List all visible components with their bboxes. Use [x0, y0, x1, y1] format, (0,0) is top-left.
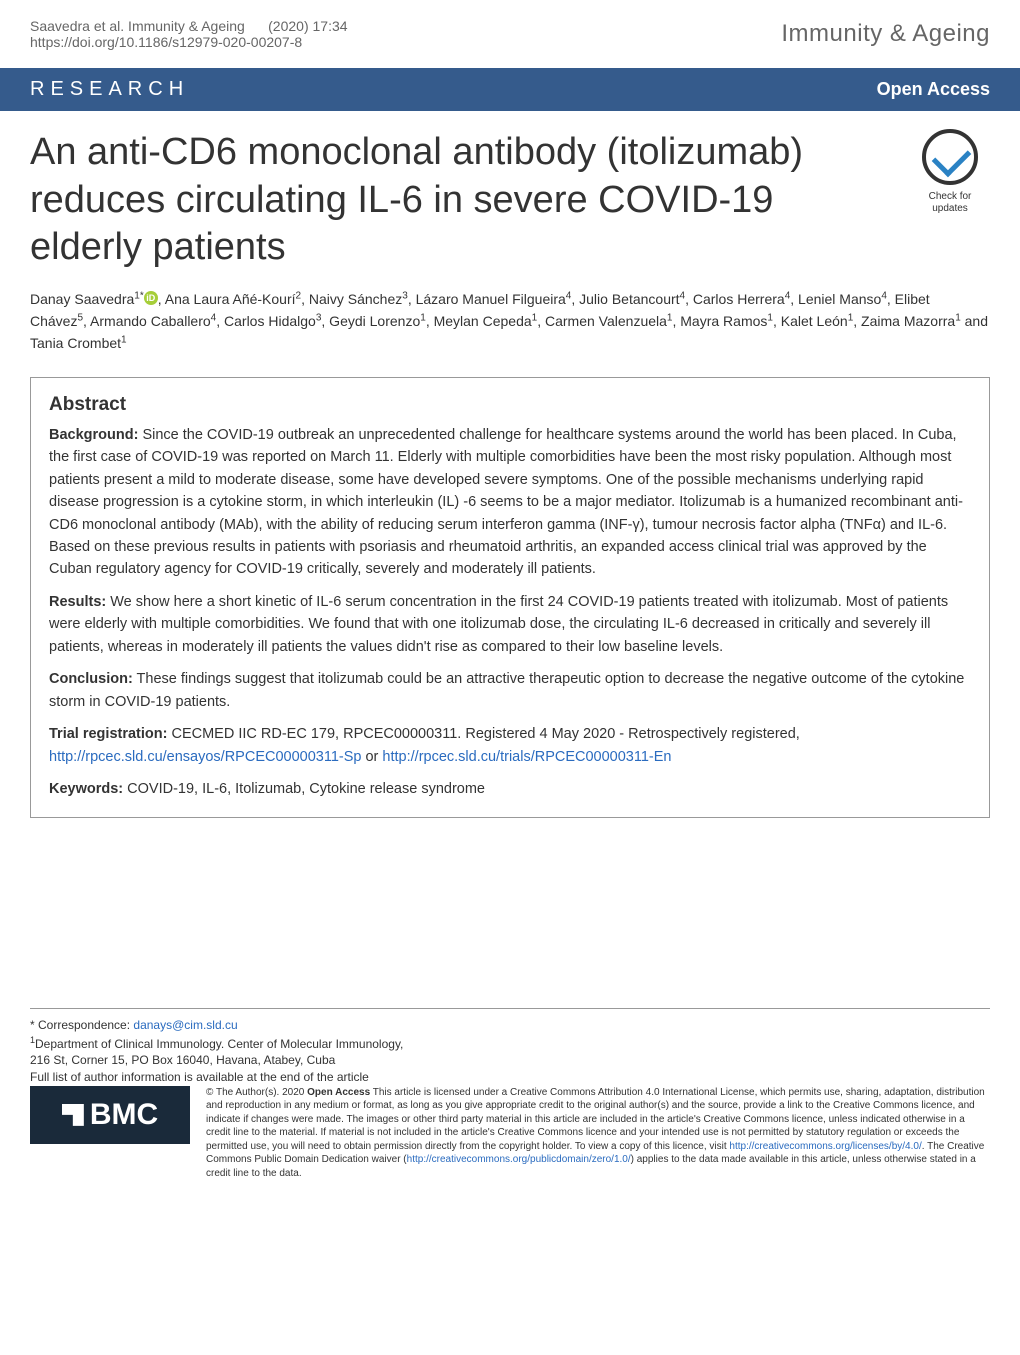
- check-updates-badge[interactable]: Check for updates: [910, 129, 990, 219]
- trial-link-2[interactable]: http://rpcec.sld.cu/trials/RPCEC00000311…: [382, 749, 671, 765]
- bmc-row: BMC © The Author(s). 2020 Open Access Th…: [30, 1086, 990, 1201]
- research-label: RESEARCH: [30, 78, 189, 101]
- header-row: Saavedra et al. Immunity & Ageing (2020)…: [0, 0, 1020, 68]
- conclusion-label: Conclusion:: [49, 671, 133, 687]
- background-label: Background:: [49, 427, 138, 443]
- results-label: Results:: [49, 594, 106, 610]
- article-title: An anti-CD6 monoclonal antibody (itolizu…: [30, 129, 890, 272]
- correspondence-label: * Correspondence:: [30, 1018, 133, 1032]
- license-text: © The Author(s). 2020 Open Access This a…: [206, 1086, 990, 1181]
- conclusion-text: These findings suggest that itolizumab c…: [49, 671, 964, 709]
- citation-issue: (2020) 17:34: [268, 18, 347, 34]
- research-bar: RESEARCH Open Access: [0, 68, 1020, 111]
- trial-link-1[interactable]: http://rpcec.sld.cu/ensayos/RPCEC0000031…: [49, 749, 361, 765]
- abstract-conclusion: Conclusion: These findings suggest that …: [49, 668, 971, 713]
- journal-name: Immunity & Ageing: [781, 20, 990, 48]
- doi: https://doi.org/10.1186/s12979-020-00207…: [30, 34, 302, 50]
- citation-authors: Saavedra et al. Immunity & Ageing: [30, 18, 245, 34]
- abstract-keywords: Keywords: COVID-19, IL-6, Itolizumab, Cy…: [49, 778, 971, 800]
- check-text-1: Check for: [910, 191, 990, 203]
- abstract-heading: Abstract: [49, 394, 971, 416]
- trial-or: or: [361, 749, 382, 765]
- footer-section: * Correspondence: danays@cim.sld.cu 1Dep…: [30, 1008, 990, 1086]
- check-text-2: updates: [910, 203, 990, 215]
- correspondence-email[interactable]: danays@cim.sld.cu: [133, 1018, 237, 1032]
- abstract-background: Background: Since the COVID-19 outbreak …: [49, 424, 971, 581]
- abstract-results: Results: We show here a short kinetic of…: [49, 591, 971, 658]
- correspondence-block: * Correspondence: danays@cim.sld.cu 1Dep…: [30, 1017, 414, 1086]
- authors-list: Danay Saavedra1*iD, Ana Laura Añé-Kourí2…: [0, 282, 1020, 355]
- citation-block: Saavedra et al. Immunity & Ageing (2020)…: [30, 18, 348, 50]
- keywords-label: Keywords:: [49, 781, 123, 797]
- open-access-label: Open Access: [877, 79, 990, 100]
- license-prefix: © The Author(s). 2020: [206, 1087, 307, 1098]
- trial-label: Trial registration:: [49, 726, 167, 742]
- abstract-trial: Trial registration: CECMED IIC RD-EC 179…: [49, 723, 971, 768]
- bmc-text: BMC: [90, 1098, 158, 1132]
- abstract-box: Abstract Background: Since the COVID-19 …: [30, 377, 990, 818]
- bmc-square-icon: [62, 1104, 84, 1126]
- title-section: An anti-CD6 monoclonal antibody (itolizu…: [0, 111, 1020, 282]
- full-list-note: Full list of author information is avail…: [30, 1070, 369, 1084]
- license-link-2[interactable]: http://creativecommons.org/publicdomain/…: [407, 1154, 631, 1165]
- trial-text-prefix: CECMED IIC RD-EC 179, RPCEC00000311. Reg…: [167, 726, 799, 742]
- background-text: Since the COVID-19 outbreak an unprecede…: [49, 427, 963, 578]
- license-link-1[interactable]: http://creativecommons.org/licenses/by/4…: [729, 1141, 921, 1152]
- check-icon: [922, 129, 978, 185]
- results-text: We show here a short kinetic of IL-6 ser…: [49, 594, 948, 655]
- keywords-text: COVID-19, IL-6, Itolizumab, Cytokine rel…: [123, 781, 485, 797]
- affiliation-text: Department of Clinical Immunology. Cente…: [30, 1037, 403, 1068]
- license-open-access: Open Access: [307, 1087, 370, 1098]
- bmc-logo: BMC: [30, 1086, 190, 1144]
